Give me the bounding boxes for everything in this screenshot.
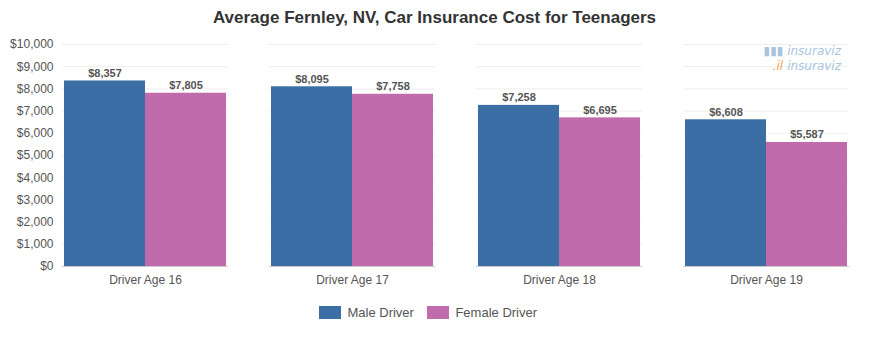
svg-text:$3,000: $3,000 (17, 193, 54, 207)
svg-text:$6,608: $6,608 (709, 106, 743, 118)
svg-text:$7,805: $7,805 (169, 79, 203, 91)
svg-text:Driver Age 16: Driver Age 16 (109, 273, 182, 287)
svg-text:$8,000: $8,000 (17, 82, 54, 96)
svg-text:$6,000: $6,000 (17, 126, 54, 140)
svg-text:$8,095: $8,095 (295, 73, 329, 85)
svg-text:Driver Age 18: Driver Age 18 (523, 273, 596, 287)
svg-text:$10,000: $10,000 (10, 37, 54, 51)
svg-text:$7,758: $7,758 (376, 80, 410, 92)
svg-text:$5,587: $5,587 (790, 128, 824, 140)
svg-text:Driver Age 19: Driver Age 19 (730, 273, 803, 287)
svg-text:$2,000: $2,000 (17, 215, 54, 229)
svg-text:$1,000: $1,000 (17, 237, 54, 251)
svg-text:$0: $0 (40, 259, 54, 273)
svg-text:$9,000: $9,000 (17, 60, 54, 74)
svg-text:$6,695: $6,695 (583, 104, 617, 116)
html-text:.il insuraviz: .il insuraviz (772, 59, 841, 73)
svg-text:Driver Age 17: Driver Age 17 (316, 273, 389, 287)
svg-text:$4,000: $4,000 (17, 171, 54, 185)
svg-text:$8,357: $8,357 (88, 67, 122, 79)
svg-text:$7,258: $7,258 (502, 91, 536, 103)
svg-text:$7,000: $7,000 (17, 104, 54, 118)
svg-text:$5,000: $5,000 (17, 148, 54, 162)
html-text:Male Driver: Male Driver (347, 305, 414, 320)
html-text:Average Fernley, NV, Car Insur: Average Fernley, NV, Car Insurance Cost … (212, 8, 657, 27)
html-text:Female Driver: Female Driver (455, 305, 537, 320)
html-text:▮▮▮ insuraviz: ▮▮▮ insuraviz (763, 44, 841, 58)
